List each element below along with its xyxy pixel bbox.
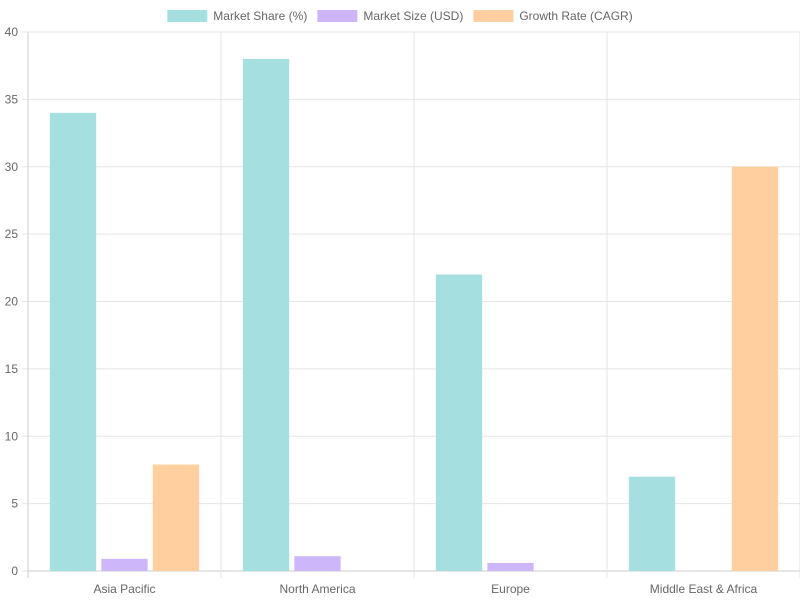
x-tick-label: Europe <box>491 582 530 596</box>
y-tick-label: 0 <box>11 564 18 578</box>
bar <box>49 112 97 571</box>
legend-swatch <box>317 10 358 22</box>
y-tick-label: 20 <box>5 295 19 309</box>
legend-label: Growth Rate (CAGR) <box>519 9 632 23</box>
x-axis: Asia Pacific North America Europe Middle Ea… <box>93 582 757 596</box>
legend-swatch <box>167 10 208 22</box>
x-tick-label: North America <box>279 582 355 596</box>
y-tick-label: 40 <box>5 25 19 39</box>
legend-label: Market Size (USD) <box>363 9 463 23</box>
bar <box>152 464 200 571</box>
bar <box>487 562 534 571</box>
bar <box>435 274 483 571</box>
legend-label: Market Share (%) <box>213 9 307 23</box>
y-tick-label: 5 <box>11 497 18 511</box>
y-tick-label: 15 <box>5 362 19 376</box>
bar <box>731 166 779 571</box>
x-tick-label: Middle East & Africa <box>650 582 758 596</box>
bars <box>49 58 779 571</box>
bar <box>242 58 290 571</box>
y-tick-label: 35 <box>5 92 19 106</box>
bar <box>294 556 341 571</box>
x-tick-label: Asia Pacific <box>93 582 155 596</box>
y-tick-label: 25 <box>5 227 19 241</box>
y-tick-label: 30 <box>5 160 19 174</box>
bar <box>628 476 676 571</box>
grid <box>27 31 800 578</box>
y-tick-label: 10 <box>5 429 19 443</box>
y-axis: 0 5 10 15 20 25 30 35 40 <box>5 25 28 578</box>
legend-swatch <box>473 10 514 22</box>
bar <box>101 558 148 571</box>
legend: Market Share (%) Market Size (USD) Growth … <box>167 9 633 23</box>
